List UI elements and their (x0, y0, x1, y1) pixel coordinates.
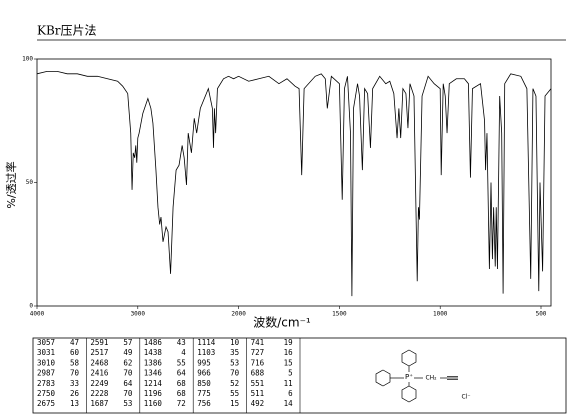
peak-transmittance: 14 (284, 399, 294, 408)
peak-wavenumber: 1196 (144, 389, 163, 398)
peak-transmittance: 49 (123, 348, 132, 357)
y-tick-label: 50 (26, 179, 34, 186)
peak-wavenumber: 2416 (90, 369, 109, 378)
peak-transmittance: 62 (123, 358, 132, 367)
peak-wavenumber: 966 (197, 369, 211, 378)
structure-label: P⁺ (405, 373, 413, 381)
structure-label: CH₂ (425, 375, 437, 382)
x-tick-label: 3000 (131, 311, 146, 318)
peak-wavenumber: 2249 (90, 379, 108, 388)
structure-label: Cl⁻ (461, 394, 470, 401)
peak-transmittance: 58 (70, 358, 80, 367)
peak-transmittance: 10 (230, 338, 240, 347)
peak-transmittance: 16 (284, 348, 294, 357)
x-tick-label: 2000 (231, 311, 246, 318)
peak-transmittance: 33 (70, 379, 79, 388)
peak-transmittance: 72 (177, 399, 186, 408)
x-tick-label: 1000 (433, 311, 448, 318)
peak-transmittance: 19 (284, 338, 293, 347)
y-axis-label: %/透过率 (4, 161, 18, 208)
y-tick-label: 100 (22, 56, 33, 63)
peak-wavenumber: 3031 (37, 348, 55, 357)
peak-wavenumber: 756 (197, 399, 211, 408)
structure (375, 349, 458, 403)
spectrum-line (36, 70, 552, 297)
peak-transmittance: 5 (288, 369, 293, 378)
peak-transmittance: 26 (70, 389, 80, 398)
peak-transmittance: 11 (284, 379, 293, 388)
peak-transmittance: 68 (177, 379, 187, 388)
peak-wavenumber: 688 (251, 369, 265, 378)
peak-transmittance: 53 (123, 399, 132, 408)
peak-transmittance: 70 (230, 369, 240, 378)
peak-wavenumber: 2675 (37, 399, 55, 408)
peak-wavenumber: 1438 (144, 348, 163, 357)
peak-transmittance: 55 (177, 358, 186, 367)
peak-transmittance: 64 (177, 369, 187, 378)
peak-wavenumber: 741 (251, 338, 265, 347)
peak-wavenumber: 850 (197, 379, 211, 388)
peak-transmittance: 15 (284, 358, 293, 367)
peak-transmittance: 35 (230, 348, 239, 357)
peak-wavenumber: 3057 (37, 338, 55, 347)
peak-wavenumber: 511 (251, 389, 265, 398)
peak-wavenumber: 492 (251, 399, 265, 408)
x-tick-label: 1500 (332, 311, 347, 318)
peak-wavenumber: 2987 (37, 369, 55, 378)
peak-wavenumber: 2783 (37, 379, 55, 388)
peak-wavenumber: 1160 (144, 399, 163, 408)
peak-transmittance: 64 (123, 379, 133, 388)
peak-wavenumber: 1486 (144, 338, 163, 347)
peak-wavenumber: 716 (251, 358, 265, 367)
peak-wavenumber: 2591 (90, 338, 108, 347)
peak-wavenumber: 1386 (144, 358, 163, 367)
y-tick-label: 0 (29, 303, 33, 310)
peak-wavenumber: 775 (197, 389, 211, 398)
peak-wavenumber: 551 (251, 379, 265, 388)
x-axis-label: 波数/cm⁻¹ (253, 315, 311, 330)
peak-transmittance: 57 (123, 338, 132, 347)
peak-wavenumber: 2228 (90, 389, 109, 398)
peak-transmittance: 70 (70, 369, 80, 378)
chart-title: KBr压片法 (37, 24, 97, 38)
peak-wavenumber: 2468 (90, 358, 109, 367)
peak-wavenumber: 1214 (144, 379, 163, 388)
table-frame (32, 337, 567, 414)
peak-transmittance: 68 (177, 389, 187, 398)
peak-transmittance: 70 (123, 389, 133, 398)
peak-wavenumber: 995 (197, 358, 211, 367)
peak-wavenumber: 1114 (197, 338, 216, 347)
peak-transmittance: 47 (70, 338, 79, 347)
peak-wavenumber: 1103 (197, 348, 215, 357)
x-tick-label: 4000 (30, 311, 45, 318)
x-tick-label: 500 (536, 311, 547, 318)
peak-transmittance: 70 (123, 369, 133, 378)
peak-wavenumber: 727 (251, 348, 265, 357)
peak-transmittance: 52 (230, 379, 239, 388)
peak-wavenumber: 2750 (37, 389, 56, 398)
peak-wavenumber: 1346 (144, 369, 163, 378)
peak-transmittance: 13 (70, 399, 79, 408)
peak-wavenumber: 3010 (37, 358, 56, 367)
plot-frame (36, 58, 552, 307)
peak-wavenumber: 1687 (90, 399, 108, 408)
peak-transmittance: 55 (230, 389, 239, 398)
peak-transmittance: 53 (230, 358, 239, 367)
peak-wavenumber: 2517 (90, 348, 108, 357)
peak-transmittance: 43 (177, 338, 186, 347)
peak-transmittance: 4 (181, 348, 186, 357)
peak-transmittance: 15 (230, 399, 239, 408)
peak-transmittance: 60 (70, 348, 80, 357)
peak-transmittance: 6 (288, 389, 293, 398)
